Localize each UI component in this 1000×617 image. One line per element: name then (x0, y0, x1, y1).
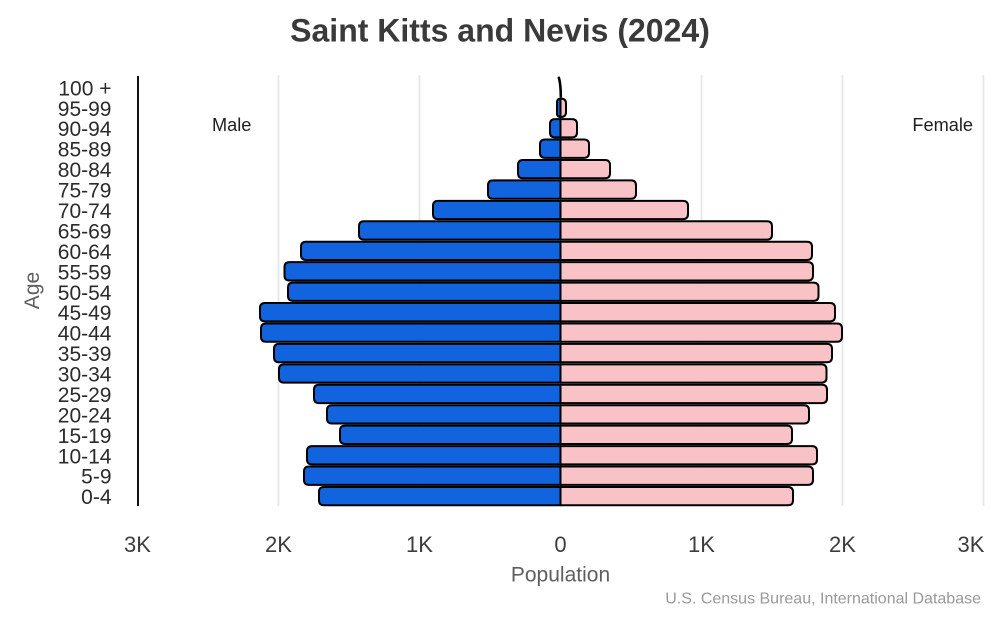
svg-text:0: 0 (554, 532, 566, 557)
svg-text:0-4: 0-4 (81, 486, 112, 509)
svg-text:70-74: 70-74 (58, 200, 112, 223)
svg-text:Age: Age (21, 272, 44, 309)
svg-text:60-64: 60-64 (58, 241, 112, 264)
svg-text:100 +: 100 + (58, 77, 111, 100)
svg-text:95-99: 95-99 (58, 98, 112, 121)
svg-text:20-24: 20-24 (58, 404, 112, 427)
svg-text:Female: Female (912, 115, 973, 135)
svg-text:Saint Kitts and Nevis (2024): Saint Kitts and Nevis (2024) (290, 13, 710, 49)
svg-text:90-94: 90-94 (58, 118, 112, 141)
svg-text:35-39: 35-39 (58, 343, 112, 366)
svg-text:5-9: 5-9 (81, 466, 111, 489)
svg-text:Population: Population (511, 564, 610, 587)
svg-text:45-49: 45-49 (58, 302, 112, 325)
svg-text:3K: 3K (124, 532, 151, 557)
svg-text:15-19: 15-19 (58, 425, 112, 448)
svg-text:40-44: 40-44 (58, 323, 112, 346)
svg-text:55-59: 55-59 (58, 261, 112, 284)
svg-text:65-69: 65-69 (58, 220, 112, 243)
svg-text:50-54: 50-54 (58, 282, 112, 305)
svg-text:30-34: 30-34 (58, 364, 112, 387)
svg-text:Male: Male (212, 115, 251, 135)
svg-text:25-29: 25-29 (58, 384, 112, 407)
svg-text:2K: 2K (265, 532, 292, 557)
svg-text:2K: 2K (829, 532, 856, 557)
svg-text:1K: 1K (406, 532, 433, 557)
svg-text:75-79: 75-79 (58, 180, 112, 203)
svg-text:U.S. Census Bureau, Internatio: U.S. Census Bureau, International Databa… (665, 591, 981, 608)
svg-text:85-89: 85-89 (58, 139, 112, 162)
svg-text:3K: 3K (958, 532, 985, 557)
svg-text:80-84: 80-84 (58, 159, 112, 182)
svg-text:10-14: 10-14 (58, 445, 112, 468)
svg-text:1K: 1K (688, 532, 715, 557)
